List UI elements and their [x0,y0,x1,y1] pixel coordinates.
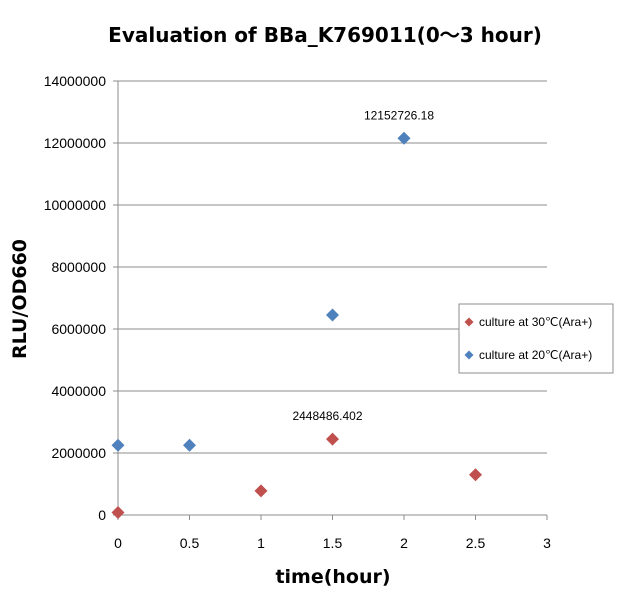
x-axis-title: time(hour) [275,566,390,588]
y-tick-label: 10000000 [44,197,107,213]
legend-label: culture at 20℃(Ara+) [479,348,592,362]
x-tick-label: 3 [543,535,551,551]
data-point-series-2 [326,308,339,322]
grid-lines [118,80,547,454]
y-tick-label: 12000000 [44,135,107,151]
x-tick-label: 0.5 [180,535,200,551]
data-label: 12152726.18 [364,108,434,122]
data-label: 2448486.402 [292,409,362,423]
legend-marker [464,350,474,360]
x-tick-label: 2.5 [466,535,486,551]
axes [113,80,548,520]
y-tick-label: 0 [98,507,106,523]
data-labels: 12152726.18 2448486.402 [292,108,434,423]
data-point-series-2 [111,438,125,452]
y-tick-label: 14000000 [44,73,107,89]
y-tick-label: 8000000 [51,259,106,275]
legend: culture at 30℃(Ara+) culture at 20℃(Ara+) [458,303,614,374]
legend-label: culture at 30℃(Ara+) [479,315,592,329]
chart-title: Evaluation of BBa_K769011(0〜3 hour) [108,23,542,47]
x-tick-label: 2 [400,535,408,551]
data-point-series-2 [183,438,196,452]
data-points [111,131,482,520]
y-tick-label: 4000000 [51,383,106,399]
y-tick-labels: 0 2000000 4000000 6000000 8000000 10000000 120… [44,73,107,523]
y-tick-label: 2000000 [51,445,106,461]
legend-box [458,303,614,374]
x-tick-label: 0 [114,535,122,551]
y-tick-label: 6000000 [51,321,106,337]
x-tick-label: 1 [257,535,265,551]
legend-marker [464,317,474,327]
y-axis-title: RLU/OD660 [9,239,31,359]
data-point-series-1 [111,506,125,520]
data-point-series-1 [326,432,339,446]
x-tick-label: 1.5 [323,535,343,551]
x-tick-labels: 0 0.5 1 1.5 2 2.5 3 [114,535,551,551]
data-point-series-2 [397,131,411,145]
data-point-series-1 [254,484,268,498]
data-point-series-1 [469,468,482,482]
